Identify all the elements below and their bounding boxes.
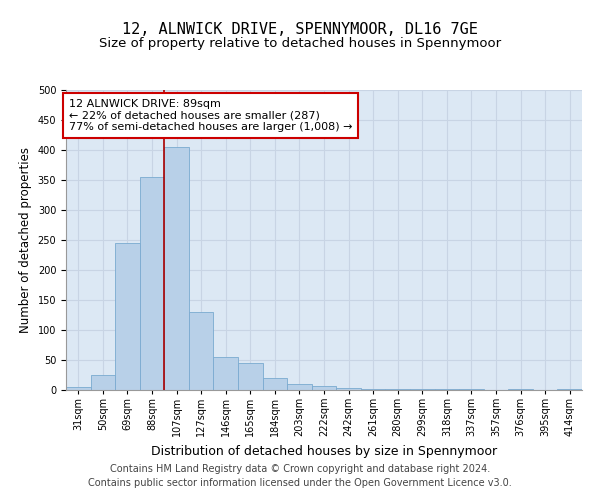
Text: 12, ALNWICK DRIVE, SPENNYMOOR, DL16 7GE: 12, ALNWICK DRIVE, SPENNYMOOR, DL16 7GE	[122, 22, 478, 38]
Bar	[336, 388, 361, 390]
Bar	[214, 357, 238, 390]
Bar	[91, 375, 115, 390]
Text: Size of property relative to detached houses in Spennymoor: Size of property relative to detached ho…	[99, 38, 501, 51]
Bar	[312, 386, 336, 390]
Bar	[66, 387, 91, 390]
Bar	[263, 378, 287, 390]
Bar	[434, 389, 459, 390]
Bar	[140, 177, 164, 390]
Y-axis label: Number of detached properties: Number of detached properties	[19, 147, 32, 333]
X-axis label: Distribution of detached houses by size in Spennymoor: Distribution of detached houses by size …	[151, 445, 497, 458]
Text: 12 ALNWICK DRIVE: 89sqm
← 22% of detached houses are smaller (287)
77% of semi-d: 12 ALNWICK DRIVE: 89sqm ← 22% of detache…	[68, 99, 352, 132]
Bar	[189, 312, 214, 390]
Bar	[385, 389, 410, 390]
Bar	[238, 363, 263, 390]
Bar	[361, 389, 385, 390]
Bar	[410, 389, 434, 390]
Bar	[287, 384, 312, 390]
Bar	[115, 243, 140, 390]
Text: Contains HM Land Registry data © Crown copyright and database right 2024.
Contai: Contains HM Land Registry data © Crown c…	[88, 464, 512, 487]
Bar	[164, 147, 189, 390]
